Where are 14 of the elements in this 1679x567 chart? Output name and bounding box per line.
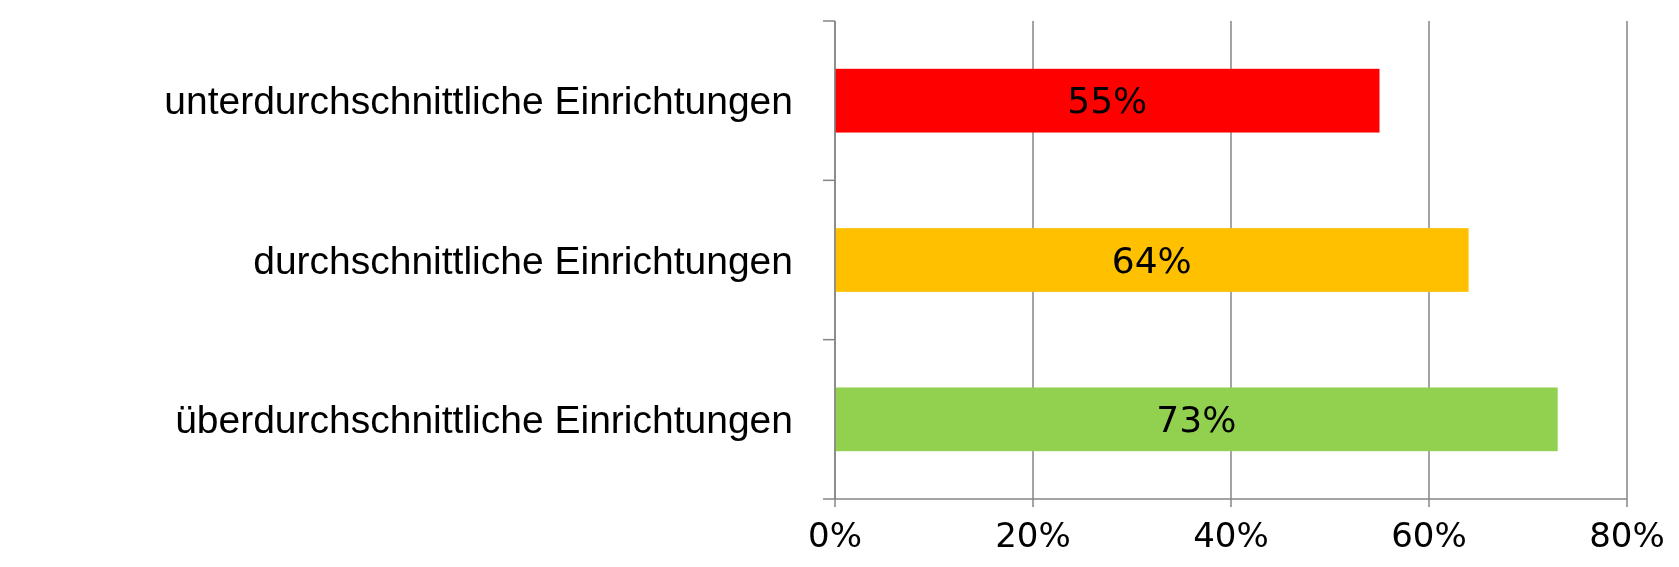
- y-tick-label: überdurchschnittliche Einrichtungen: [175, 397, 793, 441]
- data-label: 55%: [1067, 80, 1148, 122]
- x-tick-label: 60%: [1391, 515, 1467, 555]
- bar: [835, 68, 1380, 133]
- y-tick-label: unterdurchschnittliche Einrichtungen: [164, 79, 793, 123]
- x-tick-label: 0%: [808, 515, 862, 555]
- bar: [835, 387, 1558, 452]
- x-tick-label: 20%: [995, 515, 1071, 555]
- y-tick-label: durchschnittliche Einrichtungen: [253, 238, 793, 282]
- data-label: 73%: [1156, 398, 1237, 440]
- data-label: 64%: [1111, 239, 1192, 281]
- x-tick-label: 40%: [1193, 515, 1269, 555]
- bar: [835, 228, 1469, 292]
- x-tick-label: 80%: [1589, 515, 1665, 555]
